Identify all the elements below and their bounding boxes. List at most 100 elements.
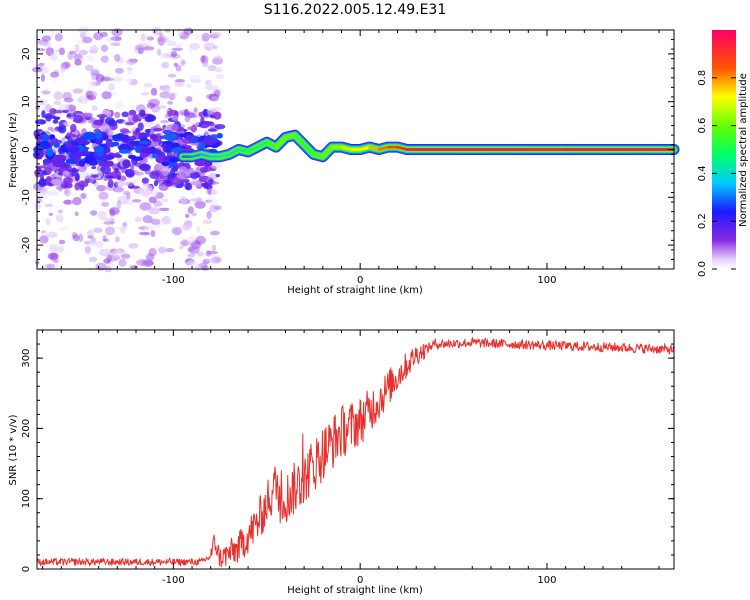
spectrogram-cell [101, 201, 110, 207]
spectrogram-cell [181, 239, 189, 247]
spectrogram-cell [90, 174, 99, 178]
spectrogram-cell [72, 88, 84, 94]
spectrogram-cell [42, 158, 55, 164]
spectrogram-cell [193, 107, 198, 113]
spectrogram-cell [197, 251, 204, 257]
spectrogram-cell [118, 258, 127, 267]
spectrogram-cell [112, 249, 121, 258]
spectrogram-cell [62, 109, 69, 114]
spectrogram-cell [58, 239, 66, 245]
spectrogram-cell [95, 240, 104, 248]
spectrogram-cell [137, 122, 144, 131]
spectrogram-cell [143, 82, 153, 88]
spectrogram-cell [103, 77, 115, 82]
spectrogram-cell [163, 52, 171, 59]
spectrogram-cell [90, 91, 98, 98]
spectrogram-cell [41, 35, 52, 42]
spectrogram-cell [96, 184, 107, 192]
spectrogram-cell [167, 100, 174, 105]
spectrogram-cell [134, 216, 142, 222]
spectrogram-cell [157, 48, 162, 56]
spectrogram-cell [163, 176, 168, 181]
spectrogram-cell [52, 244, 65, 254]
spectrogram-cell [160, 198, 170, 202]
spectrogram-cell [100, 165, 111, 175]
spectrogram-cell [95, 137, 103, 145]
spectrogram-cell [194, 159, 208, 167]
spectrogram-cell [140, 91, 150, 96]
spectrogram-cell [69, 50, 77, 55]
spectrogram-cell [67, 145, 80, 154]
spectrogram-cell [58, 104, 70, 110]
spectrogram-cell [65, 157, 80, 165]
spectrogram-cell [213, 111, 222, 120]
spectrogram-cell [85, 64, 94, 72]
spectrogram-cell [111, 141, 120, 147]
spectrogram-ridge-core [284, 133, 297, 139]
spectrogram-cell [118, 149, 131, 154]
spectrogram-cell [210, 161, 222, 170]
spectrogram-cell [91, 166, 97, 170]
spectrogram-cell [213, 89, 221, 97]
spectrogram-ridge-core [190, 153, 203, 158]
colorbar-label: Normalized spectral amplitude [738, 73, 749, 227]
spectrogram-cell [90, 210, 98, 216]
spectrogram-cell [79, 171, 92, 180]
spectrogram-cell [140, 146, 152, 155]
spectrogram-cell [134, 44, 144, 51]
spectrogram-cell [189, 119, 200, 128]
spectrogram-cell [98, 160, 108, 167]
spectrogram-cell [126, 66, 133, 71]
spectrogram-cell [64, 187, 70, 195]
spectrogram-cell [127, 113, 134, 123]
spectrogram-cell [210, 32, 222, 37]
spectrogram-cell [88, 79, 96, 89]
spectrogram-cell [200, 182, 210, 188]
spectrogram-cell [52, 77, 57, 84]
spectrogram-cell [162, 85, 171, 94]
spectrogram-cell [142, 46, 155, 51]
spectrogram-cell [115, 179, 125, 188]
spectrogram-cell [185, 134, 194, 140]
spectrogram-cell [148, 207, 160, 215]
spectrogram-cell [190, 186, 196, 196]
spectrogram-cell [139, 202, 152, 211]
spectrogram-cell [79, 151, 91, 156]
spectrogram-cell [194, 200, 206, 209]
spectrogram-cell [68, 107, 77, 116]
spectrogram-cell [159, 85, 164, 91]
spectrogram-cell [86, 55, 96, 62]
spectrogram-cell [190, 79, 202, 84]
spectrogram-cell [207, 197, 219, 205]
spectrogram-cell [189, 172, 200, 179]
spectrogram-cell [113, 167, 119, 173]
spectrogram-x-tick-label: 100 [537, 275, 556, 286]
spectrogram-cell [187, 253, 196, 258]
spectrogram-cell [171, 115, 179, 121]
spectrogram-cell [211, 255, 222, 264]
spectrogram-cell [103, 217, 114, 221]
spectrogram-cell [195, 263, 201, 272]
spectrogram-cell [173, 62, 178, 67]
spectrogram-cell [87, 239, 97, 247]
spectrogram-cell [198, 141, 205, 150]
spectrogram-cell [190, 124, 198, 133]
spectrogram-cell [40, 232, 50, 236]
spectrogram-cell [55, 214, 64, 223]
spectrogram-ridge-core [265, 141, 278, 149]
spectrogram-cell [145, 253, 155, 261]
spectrogram-cell [64, 135, 71, 140]
spectrogram-cell [201, 55, 206, 63]
spectrogram-cell [144, 128, 151, 133]
spectrogram-cell [146, 102, 156, 109]
spectrogram-cell [36, 166, 42, 173]
spectrogram-cell [63, 121, 72, 126]
spectrogram-cell [38, 41, 50, 46]
spectrogram-cell [39, 134, 51, 142]
colorbar-tick-label: 0.2 [697, 213, 708, 229]
colorbar-gradient [712, 30, 736, 269]
spectrogram-cell [151, 27, 162, 36]
spectrogram-cell [216, 132, 223, 139]
spectrogram-cell [201, 265, 209, 271]
spectrogram-cell [42, 170, 48, 176]
